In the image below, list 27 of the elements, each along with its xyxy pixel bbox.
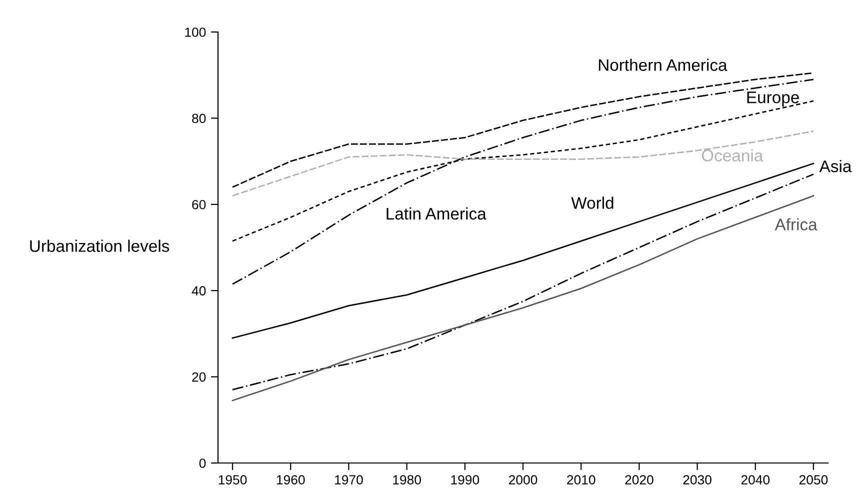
x-tick-label: 2030 [683,475,712,484]
series-label: Latin America [386,207,486,220]
series-label: World [571,196,614,209]
series-label: Africa [774,218,818,230]
x-tick-label: 2010 [567,475,596,484]
x-tick-label: 1980 [393,475,421,484]
line-series [232,72,814,188]
y-tick-label: 100 [185,28,206,37]
series-label: Northern America [598,58,728,71]
y-tick-label: 60 [192,200,206,210]
x-tick-label: 2040 [741,475,770,484]
line-series [232,130,814,196]
series-label: Asia [819,160,852,172]
x-tick-label: 1990 [451,475,480,484]
series-label: Oceania [702,149,764,162]
y-axis-title: Urbanization levels [30,240,170,252]
x-tick-label: 2000 [508,475,538,484]
x-tick-label: 1970 [335,475,363,484]
y-tick-label: 40 [192,286,206,296]
y-tick-label: 80 [192,114,206,124]
x-tick-label: 2020 [625,475,654,484]
x-tick-label: 1950 [218,475,247,484]
y-tick-label: 0 [199,458,206,468]
x-tick-label: 1960 [276,475,305,484]
series-label: Europe [747,92,799,107]
x-tick-label: 2050 [799,475,828,484]
y-tick-label: 20 [192,372,206,382]
